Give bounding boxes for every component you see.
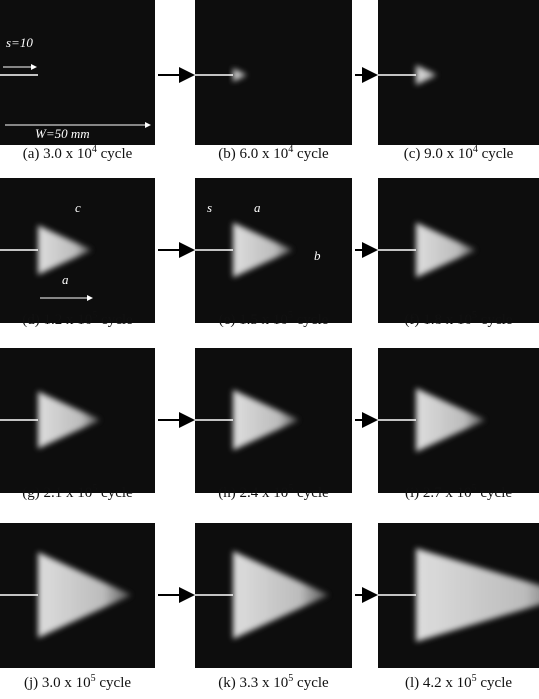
caption-exponent: 5: [92, 483, 97, 494]
caption-suffix: cycle: [97, 312, 133, 328]
caption-text: (e) 1.5 x 10: [219, 312, 288, 328]
damage-zone: [38, 391, 101, 449]
caption-exponent: 4: [473, 144, 478, 155]
caption-exponent: 5: [91, 673, 96, 684]
caption-suffix: cycle: [97, 146, 133, 162]
damage-zone: [233, 389, 299, 451]
panel: [0, 348, 155, 493]
caption: (i) 2.7 x 105 cycle: [405, 483, 512, 501]
caption-suffix: cycle: [293, 312, 329, 328]
damage-zone: [416, 548, 539, 642]
annotation: a: [62, 272, 69, 287]
annotation: W=50 mm: [35, 126, 90, 141]
caption: (d) 1.2 x 105 cycle: [22, 310, 133, 328]
caption: (j) 3.0 x 105 cycle: [24, 673, 131, 691]
caption-exponent: 5: [472, 673, 477, 684]
caption-suffix: cycle: [477, 675, 513, 691]
panel-image: [195, 0, 352, 145]
annotation: b: [314, 248, 321, 263]
caption-exponent: 5: [472, 310, 477, 321]
panel: [378, 523, 539, 668]
damage-zone: [233, 551, 329, 639]
annotation: c: [75, 200, 81, 215]
caption: (h) 2.4 x 105 cycle: [218, 483, 329, 501]
caption-suffix: cycle: [478, 146, 514, 162]
panel-image: [0, 0, 155, 145]
caption-text: (d) 1.2 x 10: [22, 312, 92, 328]
caption-suffix: cycle: [293, 146, 329, 162]
caption: (a) 3.0 x 104 cycle: [23, 144, 133, 162]
caption-text: (c) 9.0 x 10: [404, 146, 473, 162]
caption-suffix: cycle: [477, 312, 513, 328]
caption: (b) 6.0 x 104 cycle: [218, 144, 329, 162]
caption-text: (i) 2.7 x 10: [405, 485, 472, 501]
panel: [195, 0, 352, 145]
panel-image: [378, 0, 539, 145]
damage-zone: [416, 388, 486, 452]
caption-suffix: cycle: [293, 675, 329, 691]
panel: [195, 178, 352, 323]
damage-zone: [233, 68, 248, 82]
caption-text: (j) 3.0 x 10: [24, 675, 91, 691]
damage-zone: [233, 222, 293, 278]
caption: (g) 2.1 x 105 cycle: [22, 483, 133, 501]
caption-exponent: 5: [92, 310, 97, 321]
caption-text: (h) 2.4 x 10: [218, 485, 288, 501]
annotation: a: [254, 200, 261, 215]
damage-zone: [416, 65, 438, 85]
caption-suffix: cycle: [293, 485, 329, 501]
caption: (k) 3.3 x 105 cycle: [218, 673, 329, 691]
panel: [378, 348, 539, 493]
panel: [378, 0, 539, 145]
caption-text: (a) 3.0 x 10: [23, 146, 92, 162]
panel: [0, 178, 155, 323]
caption-exponent: 4: [92, 144, 97, 155]
caption-suffix: cycle: [477, 485, 513, 501]
caption-suffix: cycle: [96, 675, 132, 691]
panel: [195, 523, 352, 668]
caption-exponent: 5: [288, 673, 293, 684]
caption: (c) 9.0 x 104 cycle: [404, 144, 514, 162]
caption: (e) 1.5 x 105 cycle: [219, 310, 329, 328]
caption-exponent: 5: [288, 310, 293, 321]
caption: (l) 4.2 x 105 cycle: [405, 673, 512, 691]
panel: [0, 0, 155, 145]
caption-text: (g) 2.1 x 10: [22, 485, 92, 501]
caption-exponent: 5: [288, 483, 293, 494]
annotation: s: [207, 200, 212, 215]
caption-text: (l) 4.2 x 10: [405, 675, 472, 691]
damage-zone: [38, 225, 92, 275]
caption-text: (f) 1.8 x 10: [405, 312, 473, 328]
caption-exponent: 4: [288, 144, 293, 155]
panel: [0, 523, 155, 668]
caption-text: (b) 6.0 x 10: [218, 146, 288, 162]
damage-zone: [416, 222, 476, 278]
caption-suffix: cycle: [97, 485, 133, 501]
caption-exponent: 5: [472, 483, 477, 494]
caption-text: (k) 3.3 x 10: [218, 675, 288, 691]
panel: [195, 348, 352, 493]
annotation: s=10: [6, 35, 33, 50]
caption: (f) 1.8 x 105 cycle: [405, 310, 513, 328]
damage-zone: [38, 552, 132, 638]
panel: [378, 178, 539, 323]
